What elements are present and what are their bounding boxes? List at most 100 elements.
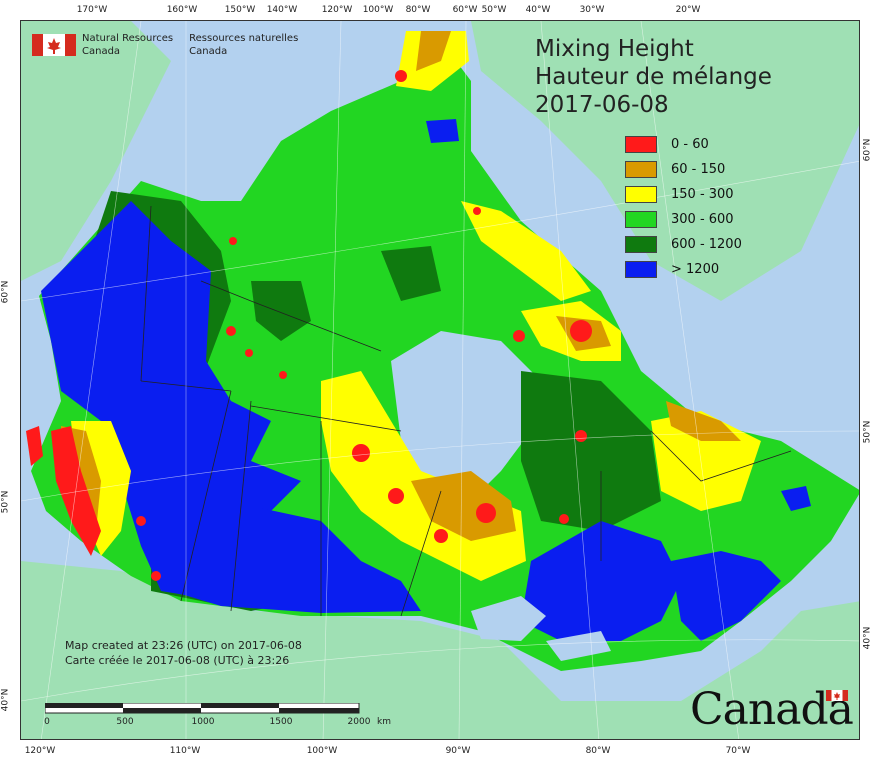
- tick-left-50n: 50°N: [0, 490, 11, 514]
- title-date: 2017-06-08: [535, 92, 669, 118]
- legend-item: 300 - 600: [625, 207, 742, 232]
- scale-label-500: 500: [116, 717, 134, 727]
- legend-item: 60 - 150: [625, 157, 742, 182]
- region-blue-newfoundland: [781, 486, 811, 511]
- agency-en-line2: Canada: [82, 46, 121, 57]
- scale-unit: km: [377, 717, 391, 727]
- legend-label: 300 - 600: [671, 212, 734, 227]
- legend-label: 150 - 300: [671, 187, 734, 202]
- spot-red-11: [279, 371, 287, 379]
- region-dark-green-2: [521, 371, 661, 531]
- alaska-land: [21, 21, 171, 281]
- legend-swatch: [625, 236, 657, 253]
- tick-left-60n: 60°N: [0, 280, 11, 304]
- tick-top-20w: 20°W: [675, 5, 701, 15]
- legend-swatch: [625, 261, 657, 278]
- legend-swatch: [625, 186, 657, 203]
- region-blue-maritimes: [671, 551, 781, 641]
- spot-red-3: [434, 529, 448, 543]
- tick-left-40n: 40°N: [0, 688, 11, 712]
- tick-right-60n: 60°N: [862, 138, 873, 162]
- scale-label-1000: 1000: [191, 717, 215, 727]
- great-lakes: [471, 596, 546, 641]
- tick-top-170w: 170°W: [76, 5, 108, 15]
- mixing-height-map: [21, 21, 859, 739]
- region-dark-green-4: [381, 246, 441, 301]
- tick-bottom-110w: 110°W: [169, 746, 201, 756]
- legend-item: > 1200: [625, 257, 742, 282]
- scale-label-0: 0: [44, 717, 50, 727]
- spot-red-5: [570, 320, 592, 342]
- hudson-bay: [391, 331, 541, 501]
- spot-red-15: [136, 516, 146, 526]
- legend-label: 600 - 1200: [671, 237, 742, 252]
- lake-erie: [546, 631, 611, 661]
- map-area[interactable]: [20, 20, 860, 740]
- tick-top-150w: 150°W: [224, 5, 256, 15]
- tick-top-160w: 160°W: [166, 5, 198, 15]
- tick-top-80w: 80°W: [405, 5, 431, 15]
- scale-label-1500: 1500: [269, 717, 293, 727]
- tick-right-40n: 40°N: [862, 626, 873, 650]
- legend-item: 600 - 1200: [625, 232, 742, 257]
- tick-bottom-80w: 80°W: [585, 746, 611, 756]
- tick-top-50w: 50°W: [481, 5, 507, 15]
- tick-right-50n: 50°N: [862, 420, 873, 444]
- agency-signature: Natural Resources Canada Ressources natu…: [32, 32, 314, 58]
- legend-label: 60 - 150: [671, 162, 726, 177]
- tick-bottom-100w: 100°W: [306, 746, 338, 756]
- title-line-english: Mixing Height: [535, 36, 694, 62]
- title-line-french: Hauteur de mélange: [535, 64, 772, 90]
- scale-label-2000: 2000: [347, 717, 371, 727]
- region-red-van-island: [26, 426, 43, 466]
- region-yellow-baffin: [461, 201, 591, 301]
- spot-red-2: [388, 488, 404, 504]
- agency-fr-line1: Ressources naturelles: [189, 33, 299, 44]
- legend-item: 150 - 300: [625, 182, 742, 207]
- tick-bottom-90w: 90°W: [445, 746, 471, 756]
- legend-swatch: [625, 211, 657, 228]
- legend-item: 0 - 60: [625, 132, 742, 157]
- legend: 0 - 60 60 - 150 150 - 300 300 - 600 600 - 12…: [625, 132, 742, 282]
- scale-bar: [45, 703, 360, 714]
- map-caption: Map created at 23:26 (UTC) on 2017-06-08…: [65, 638, 302, 668]
- spot-red-9: [226, 326, 236, 336]
- spot-red-14: [229, 237, 237, 245]
- region-blue-quebec: [521, 521, 681, 641]
- provincial-boundaries: [140, 205, 792, 617]
- tick-top-30w: 30°W: [579, 5, 605, 15]
- caption-french: Carte créée le 2017-06-08 (UTC) à 23:26: [65, 654, 290, 667]
- tick-top-40w: 40°W: [525, 5, 551, 15]
- legend-swatch: [625, 136, 657, 153]
- map-title: Mixing Height Hauteur de mélange 2017-06…: [535, 35, 772, 119]
- spot-red-12: [395, 70, 407, 82]
- graticule: [21, 21, 859, 739]
- agency-french: Ressources naturelles Canada: [189, 32, 298, 58]
- tick-top-120w: 120°W: [321, 5, 353, 15]
- spot-red-10: [245, 349, 253, 357]
- tick-top-100w: 100°W: [362, 5, 394, 15]
- spot-red-4: [476, 503, 496, 523]
- legend-label: 0 - 60: [671, 137, 709, 152]
- tick-bottom-120w: 120°W: [24, 746, 56, 756]
- legend-label: > 1200: [671, 262, 720, 277]
- spot-red-1: [352, 444, 370, 462]
- tick-bottom-70w: 70°W: [725, 746, 751, 756]
- caption-english: Map created at 23:26 (UTC) on 2017-06-08: [65, 639, 302, 652]
- spot-red-16: [151, 571, 161, 581]
- spot-red-7: [575, 430, 587, 442]
- greenland-land: [471, 21, 859, 301]
- canada-flag-icon: [32, 34, 76, 56]
- legend-swatch: [625, 161, 657, 178]
- region-dark-green-3: [251, 281, 311, 341]
- region-blue-west: [41, 201, 301, 601]
- wordmark-flag-icon: [826, 690, 848, 701]
- spot-red-6: [513, 330, 525, 342]
- tick-top-60w: 60°W: [452, 5, 478, 15]
- region-blue-prairies: [161, 506, 421, 613]
- agency-fr-line2: Canada: [189, 46, 228, 57]
- region-orange-ontario: [411, 471, 516, 541]
- region-orange-arctic: [416, 31, 451, 71]
- region-blue-arctic-1: [426, 119, 459, 143]
